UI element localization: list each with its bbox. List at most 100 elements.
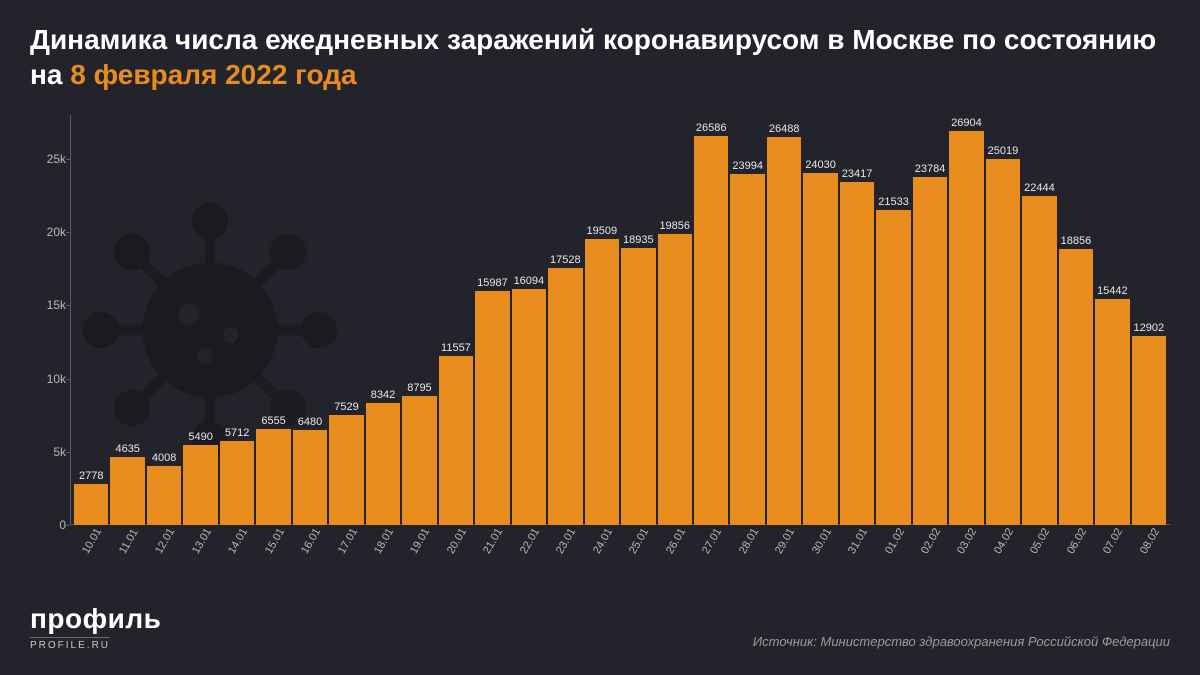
bar-value-label: 19509 [587, 225, 618, 237]
x-tick-label: 28.01 [730, 525, 764, 575]
bar: 19856 [658, 115, 692, 525]
publisher-logo: профиль PROFILE.RU [30, 603, 161, 653]
y-tick-mark [66, 232, 70, 233]
bar-rect [256, 429, 290, 525]
bar-value-label: 21533 [878, 196, 909, 208]
bar: 26586 [694, 115, 728, 525]
bar: 19509 [585, 115, 619, 525]
bar-value-label: 5712 [225, 427, 249, 439]
x-tick-label: 30.01 [803, 525, 837, 575]
x-tick-label: 14.01 [220, 525, 254, 575]
bar-value-label: 23784 [915, 163, 946, 175]
bar: 17528 [548, 115, 582, 525]
bar: 23994 [730, 115, 764, 525]
bar: 11557 [439, 115, 473, 525]
bar-value-label: 15442 [1097, 285, 1128, 297]
logo-text: профиль [30, 603, 161, 635]
y-tick-label: 25k [30, 152, 66, 166]
x-tick-label: 16.01 [293, 525, 327, 575]
y-tick-mark [66, 159, 70, 160]
bar-value-label: 16094 [514, 275, 545, 287]
bar-value-label: 26904 [951, 117, 982, 129]
bar: 6480 [293, 115, 327, 525]
bar-rect [293, 430, 327, 525]
bar-value-label: 6555 [261, 415, 285, 427]
x-tick-label: 01.02 [876, 525, 910, 575]
bar-value-label: 12902 [1134, 322, 1165, 334]
bar-value-label: 19856 [659, 220, 690, 232]
bar-rect [1059, 249, 1093, 525]
bar-value-label: 24030 [805, 159, 836, 171]
x-tick-label: 07.02 [1095, 525, 1129, 575]
x-tick-label: 18.01 [366, 525, 400, 575]
bar: 6555 [256, 115, 290, 525]
bar-value-label: 2778 [79, 470, 103, 482]
bar: 4635 [110, 115, 144, 525]
bar-rect [475, 291, 509, 525]
x-tick-label: 20.01 [439, 525, 473, 575]
bar: 5490 [183, 115, 217, 525]
bar: 15987 [475, 115, 509, 525]
bar: 12902 [1132, 115, 1166, 525]
bar: 5712 [220, 115, 254, 525]
bar-value-label: 4635 [115, 443, 139, 455]
y-tick-mark [66, 305, 70, 306]
bar: 16094 [512, 115, 546, 525]
x-tick-label: 05.02 [1022, 525, 1056, 575]
bar-rect [220, 441, 254, 525]
bar: 23784 [913, 115, 947, 525]
y-tick-label: 0 [30, 518, 66, 532]
bar-rect [110, 457, 144, 525]
bar-rect [548, 268, 582, 525]
bar-rect [986, 159, 1020, 525]
y-tick-label: 20k [30, 225, 66, 239]
bar-rect [694, 136, 728, 525]
x-tick-label: 31.01 [840, 525, 874, 575]
bar: 22444 [1022, 115, 1056, 525]
bar-rect [949, 131, 983, 525]
x-tick-label: 10.01 [74, 525, 108, 575]
bar-value-label: 17528 [550, 254, 581, 266]
bar-rect [876, 210, 910, 525]
x-tick-label: 19.01 [402, 525, 436, 575]
x-tick-label: 21.01 [475, 525, 509, 575]
bar-value-label: 4008 [152, 452, 176, 464]
bar-rect [329, 415, 363, 525]
bar: 26904 [949, 115, 983, 525]
bar-value-label: 7529 [334, 401, 358, 413]
bar-value-label: 23417 [842, 168, 873, 180]
bar: 25019 [986, 115, 1020, 525]
bar-rect [147, 466, 181, 525]
bar-value-label: 23994 [732, 160, 763, 172]
bar-rect [74, 484, 108, 525]
x-tick-label: 26.01 [658, 525, 692, 575]
bar-rect [366, 403, 400, 525]
y-tick-mark [66, 452, 70, 453]
x-tick-label: 04.02 [986, 525, 1020, 575]
bar: 26488 [767, 115, 801, 525]
bar: 15442 [1095, 115, 1129, 525]
bar-rect [512, 289, 546, 525]
x-tick-label: 06.02 [1059, 525, 1093, 575]
bar: 21533 [876, 115, 910, 525]
x-tick-label: 24.01 [585, 525, 619, 575]
bar: 18935 [621, 115, 655, 525]
y-tick-mark [66, 379, 70, 380]
source-text: Министерство здравоохранения Российской … [820, 634, 1170, 649]
x-tick-label: 12.01 [147, 525, 181, 575]
x-tick-label: 03.02 [949, 525, 983, 575]
bar-rect [730, 174, 764, 525]
bar-value-label: 6480 [298, 416, 322, 428]
bar-value-label: 11557 [441, 342, 471, 354]
y-tick-mark [66, 525, 70, 526]
x-tick-label: 29.01 [767, 525, 801, 575]
bar-rect [913, 177, 947, 525]
bar: 8342 [366, 115, 400, 525]
y-tick-label: 15k [30, 298, 66, 312]
x-tick-label: 13.01 [183, 525, 217, 575]
bar-value-label: 5490 [188, 431, 212, 443]
plot-area: 2778463540085490571265556480752983428795… [70, 115, 1170, 525]
x-tick-label: 17.01 [329, 525, 363, 575]
source-attribution: Источник: Министерство здравоохранения Р… [753, 634, 1170, 649]
logo-subtext: PROFILE.RU [30, 637, 110, 651]
